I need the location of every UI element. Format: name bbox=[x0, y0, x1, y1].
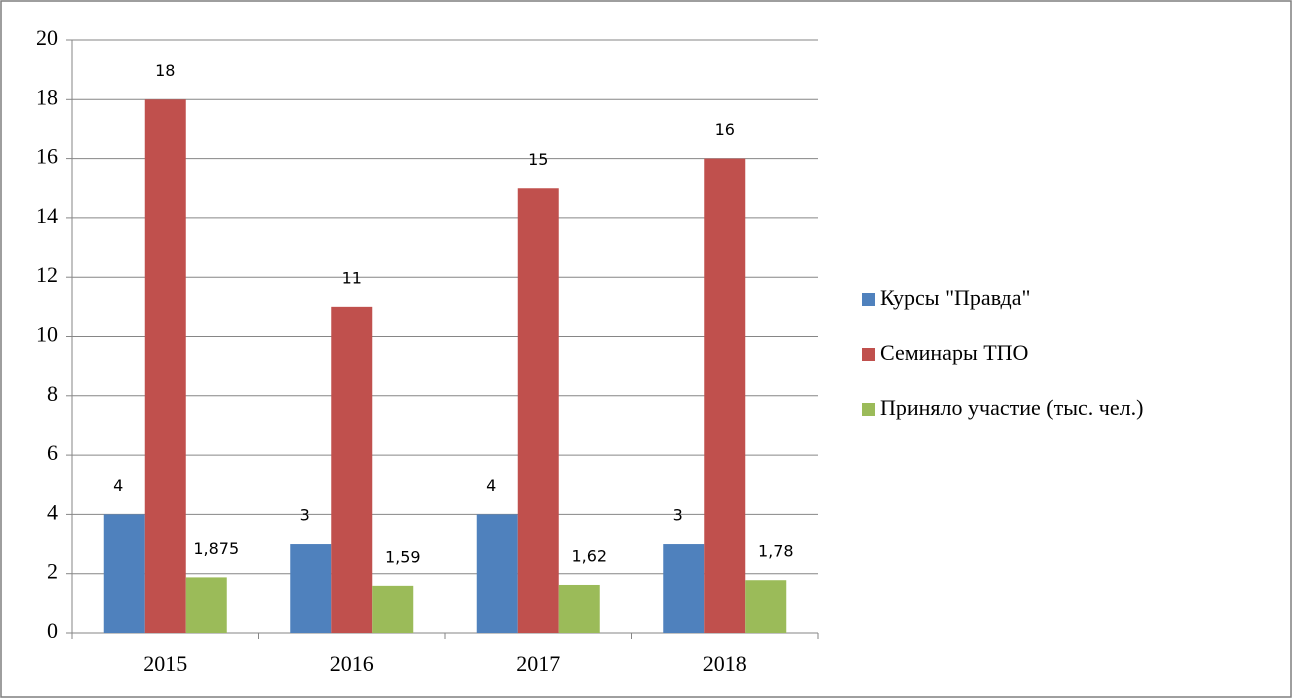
y-tick-label: 14 bbox=[36, 203, 58, 228]
data-label: 11 bbox=[342, 268, 362, 287]
bar bbox=[372, 585, 414, 633]
bar bbox=[185, 577, 227, 633]
legend-label: Семинары ТПО bbox=[880, 340, 1028, 365]
data-label: 1,62 bbox=[571, 546, 607, 565]
x-tick-label: 2017 bbox=[516, 651, 560, 676]
data-label: 1,875 bbox=[193, 539, 239, 558]
y-tick-label: 10 bbox=[36, 322, 58, 347]
y-tick-label: 2 bbox=[47, 559, 58, 584]
data-label: 18 bbox=[155, 61, 175, 80]
x-tick-label: 2015 bbox=[143, 651, 187, 676]
data-label: 1,59 bbox=[385, 547, 421, 566]
x-tick-label: 2018 bbox=[703, 651, 747, 676]
bar bbox=[331, 306, 373, 633]
bar bbox=[517, 188, 559, 633]
data-label: 4 bbox=[486, 476, 496, 495]
data-label: 16 bbox=[715, 120, 735, 139]
legend-swatch bbox=[862, 348, 875, 361]
y-tick-label: 16 bbox=[36, 144, 58, 169]
bar bbox=[476, 514, 518, 633]
legend-swatch bbox=[862, 403, 875, 416]
y-tick-label: 8 bbox=[47, 381, 58, 406]
data-label: 3 bbox=[673, 506, 683, 525]
bar bbox=[144, 99, 186, 634]
bar bbox=[745, 580, 787, 633]
y-tick-label: 18 bbox=[36, 84, 58, 109]
data-label: 1,78 bbox=[758, 542, 794, 561]
data-label: 15 bbox=[528, 150, 548, 169]
data-label: 3 bbox=[300, 506, 310, 525]
legend-swatch bbox=[862, 293, 875, 306]
y-tick-label: 0 bbox=[47, 618, 58, 643]
bar bbox=[704, 158, 746, 633]
y-tick-label: 20 bbox=[36, 25, 58, 50]
bar bbox=[558, 584, 600, 633]
x-tick-label: 2016 bbox=[330, 651, 374, 676]
data-label: 4 bbox=[113, 476, 123, 495]
y-tick-label: 6 bbox=[47, 440, 58, 465]
legend-label: Курсы "Правда" bbox=[880, 285, 1030, 310]
y-tick-label: 12 bbox=[36, 262, 58, 287]
bar bbox=[663, 544, 705, 633]
bar bbox=[103, 514, 145, 633]
legend-label: Приняло участие (тыс. чел.) bbox=[880, 395, 1143, 420]
bar bbox=[290, 544, 332, 633]
y-tick-label: 4 bbox=[47, 499, 58, 524]
